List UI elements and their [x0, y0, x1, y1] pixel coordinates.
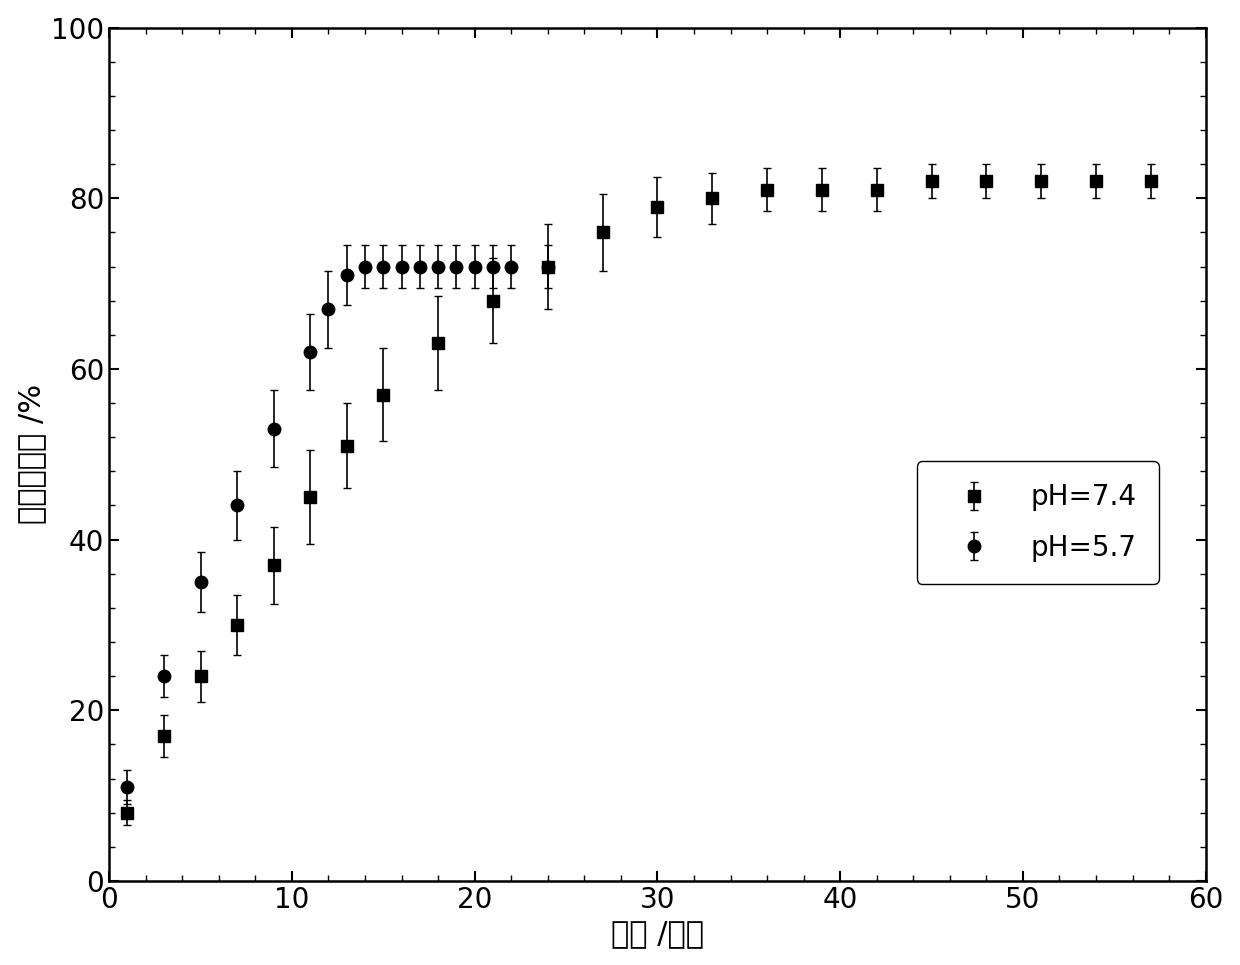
Y-axis label: 累计释放量 /%: 累计释放量 /%	[16, 384, 46, 524]
Legend: pH=7.4, pH=5.7: pH=7.4, pH=5.7	[916, 461, 1159, 584]
X-axis label: 时间 /小时: 时间 /小时	[611, 920, 704, 949]
